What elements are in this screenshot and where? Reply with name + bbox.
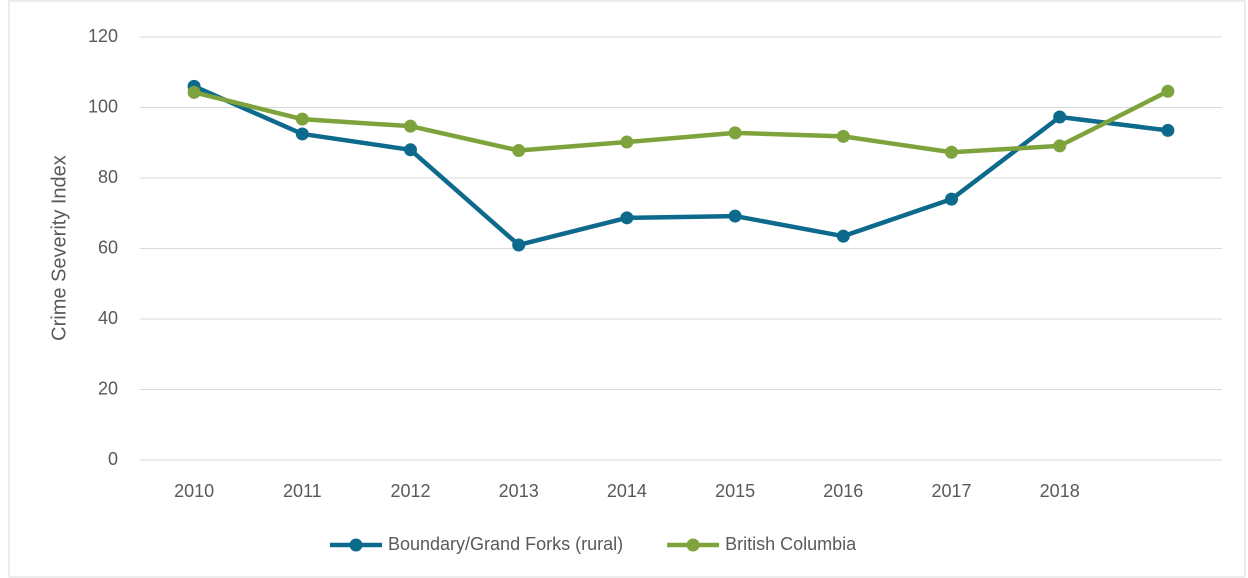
y-tick-label: 80 — [98, 167, 118, 187]
point — [836, 129, 850, 143]
x-tick-label: 2018 — [1040, 481, 1080, 501]
legend-label: Boundary/Grand Forks (rural) — [388, 534, 623, 554]
x-tick-label: 2017 — [931, 481, 971, 501]
series-line — [193, 84, 1169, 248]
series-line — [193, 89, 1169, 155]
point — [620, 135, 634, 149]
y-tick-label: 20 — [98, 378, 118, 398]
legend-marker — [349, 538, 363, 552]
y-tick-label: 0 — [108, 449, 118, 469]
point — [836, 229, 850, 243]
y-tick-label: 60 — [98, 237, 118, 257]
point — [404, 119, 417, 133]
point — [512, 144, 526, 158]
point — [1053, 139, 1067, 153]
point — [1161, 123, 1175, 137]
point — [512, 238, 526, 252]
x-tick-label: 2010 — [174, 481, 214, 501]
point — [295, 112, 309, 126]
legend-marker — [686, 538, 700, 552]
point — [945, 145, 958, 159]
point — [1161, 84, 1175, 98]
x-tick-label: 2013 — [499, 481, 539, 501]
x-tick-label: 2015 — [715, 481, 755, 501]
y-tick-label: 120 — [88, 26, 118, 46]
point — [728, 126, 742, 140]
point — [404, 143, 417, 157]
legend-label: British Columbia — [725, 534, 857, 554]
x-tick-label: 2011 — [283, 481, 322, 501]
y-axis-label: Crime Severity Index — [48, 155, 70, 341]
point — [295, 127, 309, 141]
point — [1053, 110, 1067, 124]
x-tick-label: 2016 — [823, 481, 863, 501]
x-tick-label: 2012 — [390, 481, 430, 501]
point — [187, 85, 201, 99]
y-tick-label: 100 — [88, 96, 118, 116]
point — [620, 211, 634, 225]
x-tick-label: 2014 — [607, 481, 647, 501]
point — [945, 192, 958, 206]
point — [728, 209, 742, 223]
y-tick-label: 40 — [98, 308, 118, 328]
